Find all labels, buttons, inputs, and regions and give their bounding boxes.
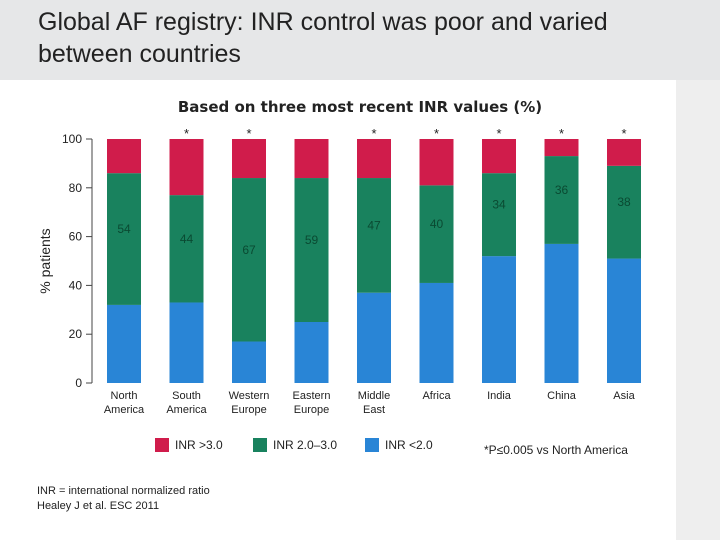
y-tick-label: 20 [69,327,83,341]
legend-label-inrange: INR 2.0–3.0 [273,438,338,452]
footnote-abbreviation: INR = international normalized ratio [37,485,210,497]
data-label: 38 [617,195,631,209]
bar-segment-high [544,139,579,157]
bar-segment-inrange [169,195,204,303]
x-tick-label: India [487,390,512,402]
legend-item-high: INR >3.0 [155,438,223,452]
data-label: 36 [555,183,569,197]
bar-segment-inrange [544,156,579,244]
bar-segment-high [607,139,641,166]
x-tick-label: Asia [613,390,635,402]
footnote-citation: Healey J et al. ESC 2011 [37,500,160,512]
bar-segment-inrange [482,173,516,257]
x-tick-label-line: South [172,390,201,402]
bar-segment-low [607,258,641,383]
y-axis-label: % patients [37,228,53,293]
x-tick-label-line: North [111,390,138,402]
significance-marker: * [559,126,564,141]
y-tick-label: 40 [69,278,83,292]
x-tick-label-line: Africa [422,390,451,402]
bar-segment-inrange [294,178,329,322]
significance-marker: * [496,126,501,141]
x-tick-label: Western Europe [229,390,270,416]
bar-segment-high [232,139,266,179]
legend-swatch-inrange [253,438,267,452]
x-tick-label: Africa [422,390,451,402]
x-tick-label-line: America [104,404,145,416]
bar-segment-low [232,341,266,383]
title-banner [0,0,720,80]
x-tick-label-line: Asia [613,390,635,402]
bar-segment-high [419,139,454,186]
x-tick-label: South America [166,390,207,416]
x-tick-label: China [547,390,577,402]
x-tick-label-line: America [166,404,207,416]
legend-label-low: INR <2.0 [385,438,433,452]
legend-label-high: INR >3.0 [175,438,223,452]
bar-segment-inrange [419,185,454,283]
bar-segment-low [419,282,454,383]
bar-segment-low [544,243,579,383]
significance-marker: * [434,126,439,141]
x-tick-label-line: Europe [231,404,266,416]
y-tick-label: 60 [69,230,83,244]
x-tick-label-line: Eastern [293,390,331,402]
data-label: 47 [367,218,381,232]
bar-segment-low [357,292,391,383]
slide-title: Global AF registry: INR control was poor… [38,8,608,68]
y-tick-label: 100 [62,132,82,146]
x-tick-label-line: India [487,390,512,402]
bar-segment-high [294,139,329,179]
x-tick-label-line: East [363,404,385,416]
data-label: 44 [180,232,194,246]
x-tick-label-line: Middle [358,390,390,402]
y-tick-label: 80 [69,181,83,195]
legend-swatch-high [155,438,169,452]
data-label: 54 [117,222,131,236]
bar-segment-low [107,304,141,383]
bar-segment-high [107,139,141,174]
legend-swatch-low [365,438,379,452]
bar-segment-high [482,139,516,174]
x-tick-label: Eastern Europe [293,390,331,416]
significance-marker: * [246,126,251,141]
y-tick-label: 0 [75,376,82,390]
chart-title: Based on three most recent INR values (%… [177,98,543,116]
x-tick-label: North America [104,390,145,416]
legend-item-inrange: INR 2.0–3.0 [253,438,337,452]
legend-item-low: INR <2.0 [365,438,433,452]
significance-marker: * [621,126,626,141]
bar-segment-low [482,256,516,383]
bar-segment-low [169,302,204,383]
bar-segment-high [169,139,204,196]
bar-segment-inrange [232,178,266,342]
data-label: 67 [242,243,256,257]
data-label: 34 [492,198,506,212]
data-label: 40 [430,217,444,231]
x-tick-label-line: Europe [294,404,329,416]
significance-marker: * [371,126,376,141]
x-tick-label-line: Western [229,390,270,402]
footnote: INR = international normalized ratio Hea… [37,484,210,514]
data-label: 59 [305,233,319,247]
bar-segment-inrange [607,165,641,259]
bar-segment-inrange [357,178,391,293]
significance-note: *P≤0.005 vs North America [484,443,628,457]
x-tick-label-line: China [547,390,577,402]
x-tick-label: Middle East [358,390,390,416]
significance-marker: * [184,126,189,141]
bar-segment-low [294,322,329,383]
bar-segment-high [357,139,391,179]
bar-segment-inrange [107,173,141,305]
side-panel [676,80,720,540]
